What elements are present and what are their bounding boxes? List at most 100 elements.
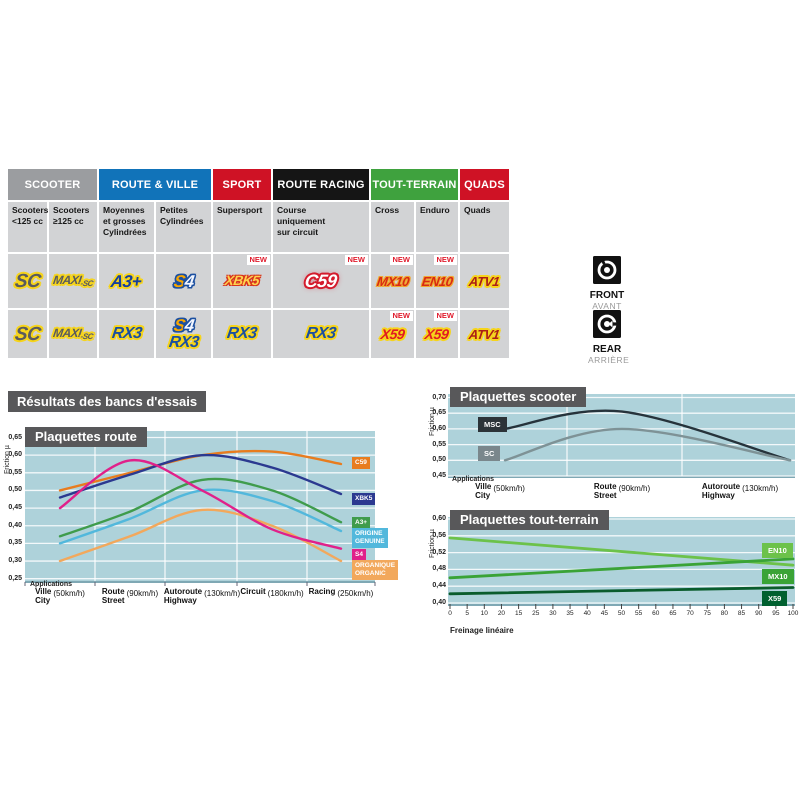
product-logo-s4: S4: [172, 316, 195, 335]
x-axis-tick-label: 80: [720, 610, 729, 617]
y-axis-tick-label: 0,60: [432, 515, 446, 522]
x-axis-note: Applications: [30, 581, 73, 588]
product-logo-maxi-sc: MAXI-SC: [52, 273, 94, 288]
new-badge: NEW: [389, 311, 413, 322]
product-logo-atv1: ATV1: [468, 273, 501, 289]
x-axis-category: Ville City (50km/h): [35, 587, 85, 605]
subcategory-header: Quads: [460, 202, 509, 252]
front-brake-disc-icon: [593, 256, 621, 284]
front-pad-cell: S4: [156, 254, 211, 308]
product-logo-maxi-sc: MAXI-SC: [52, 326, 94, 341]
x-axis-tick-label: 35: [566, 610, 574, 617]
x-axis-category: Circuit (180km/h): [240, 587, 304, 598]
product-logo-x59: X59: [424, 326, 450, 342]
legend-chip: XBK5: [352, 493, 376, 505]
product-logo-a3+: A3+: [110, 271, 143, 291]
x-axis-title: Freinage linéaire: [450, 626, 514, 635]
product-logo-x59: X59: [379, 326, 406, 342]
product-logo-rx3: RX3: [110, 325, 143, 342]
x-axis-tick-label: 25: [532, 610, 540, 617]
subcategory-header: Enduro: [416, 202, 458, 252]
legend-chip-sc: SC: [478, 446, 501, 461]
x-axis-category: Autoroute Highway (130km/h): [163, 587, 241, 605]
legend-chip: MX10: [762, 569, 794, 584]
legend-chip: C59: [352, 457, 370, 469]
x-axis-tick-label: 50: [617, 610, 626, 617]
results-section-title: Résultats des bancs d'essais: [8, 391, 207, 412]
rear-pad-cell: RX3: [99, 310, 154, 358]
subcategory-header: Cross: [371, 202, 414, 252]
rear-pad-cell: NEW X59: [416, 310, 458, 358]
y-axis-title: Friction µ: [429, 407, 436, 436]
x-axis-category: Racing (250km/h): [308, 587, 374, 598]
y-axis-tick-label: 0,40: [8, 521, 22, 529]
subcategory-header: Supersport: [213, 202, 271, 252]
y-axis-tick-label: 0,44: [432, 582, 446, 590]
front-pad-cell: ATV1: [460, 254, 509, 308]
legend-chip-msc: MSC: [478, 417, 507, 432]
x-axis-tick-label: 10: [480, 610, 488, 617]
product-logo-rx3: RX3: [305, 325, 338, 342]
y-axis-tick-label: 0,55: [432, 440, 446, 448]
new-badge: NEW: [389, 255, 413, 266]
y-axis-tick-label: 0,25: [8, 574, 22, 582]
category-header-scooter: SCOOTER: [8, 169, 97, 200]
category-header-route-racing: ROUTE RACING: [273, 169, 369, 200]
new-badge: NEW: [246, 255, 270, 266]
front-pad-cell: NEW XBK5: [213, 254, 271, 308]
new-badge: NEW: [344, 255, 368, 266]
y-axis-tick-label: 0,60: [8, 451, 22, 459]
product-logo-en10: EN10: [420, 273, 454, 289]
x-axis-tick-label: 100: [787, 610, 799, 617]
rear-brake-disc-icon: [593, 310, 621, 338]
category-header-tout-terrain: TOUT-TERRAIN: [371, 169, 458, 200]
new-badge: NEW: [433, 311, 457, 322]
route-chart-plot: [25, 431, 375, 583]
product-logo-rx3: RX3: [167, 334, 200, 351]
x-axis-tick-label: 70: [686, 610, 694, 617]
rear-pad-cell: ATV1: [460, 310, 509, 358]
y-axis-tick-label: 0,40: [432, 599, 446, 606]
y-axis-tick-label: 0,50: [8, 486, 22, 494]
x-axis-tick-label: 20: [497, 610, 506, 617]
x-axis-tick-label: 65: [669, 610, 677, 617]
rear-label-en: REAR: [592, 344, 622, 355]
y-axis-tick-label: 0,30: [8, 557, 22, 565]
x-axis-tick-label: 75: [703, 610, 711, 617]
y-axis-tick-label: 0,45: [8, 504, 22, 512]
category-table: SCOOTER ROUTE & VILLE SPORT ROUTE RACING TOU…: [8, 169, 509, 358]
y-axis-tick-label: 0,45: [432, 472, 446, 479]
rear-pad-cell: MAXI-SC: [49, 310, 97, 358]
y-axis-tick-label: 0,56: [432, 531, 446, 539]
category-header-route-ville: ROUTE & VILLE: [99, 169, 211, 200]
y-axis-title: Friction µ: [429, 529, 436, 558]
product-logo-s4: S4: [172, 271, 195, 291]
y-axis-tick-label: 0,65: [432, 409, 446, 417]
subcategory-header: Course uniquement sur circuit: [273, 202, 369, 252]
x-axis-tick-label: 90: [755, 610, 763, 617]
y-axis-tick-label: 0,48: [432, 565, 446, 573]
scooter-chart-title: Plaquettes scooter: [450, 387, 587, 407]
front-position-block: FRONT AVANT: [588, 256, 626, 311]
x-axis-category: Autoroute Highway (130km/h): [701, 482, 779, 500]
x-axis-tick-label: 95: [772, 610, 780, 617]
y-axis-tick-label: 0,55: [8, 468, 22, 476]
front-pad-cell: NEW C59: [273, 254, 369, 308]
y-axis-tick-label: 0,70: [432, 393, 446, 401]
y-axis-title: Friction µ: [4, 445, 11, 474]
category-header-quads: QUADS: [460, 169, 509, 200]
rear-pad-cell: NEW X59: [371, 310, 414, 358]
rear-pad-cell: RX3: [213, 310, 271, 358]
new-badge: NEW: [433, 255, 457, 266]
product-logo-rx3: RX3: [226, 325, 259, 342]
legend-chip: ORGANIQUE ORGANIC: [352, 560, 399, 580]
tout-terrain-chart-title: Plaquettes tout-terrain: [450, 510, 609, 530]
rear-pad-cell: S4 RX3: [156, 310, 211, 358]
product-logo-c59: C59: [303, 271, 339, 291]
x-axis-tick-label: 85: [737, 610, 746, 617]
legend-chip: EN10: [762, 543, 793, 558]
front-label-fr: AVANT: [592, 301, 622, 311]
product-logo-xbk5: XBK5: [223, 273, 261, 289]
legend-chip: A3+: [352, 517, 371, 529]
product-logo-sc: SC: [13, 323, 42, 345]
